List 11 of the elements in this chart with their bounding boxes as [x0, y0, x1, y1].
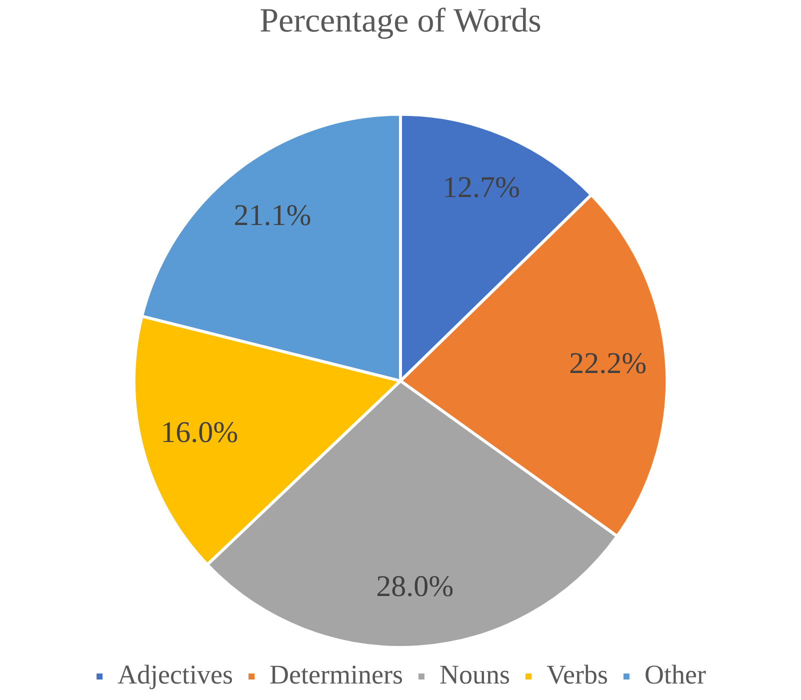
chart-title: Percentage of Words: [260, 2, 542, 40]
data-label: 22.2%: [569, 347, 647, 380]
data-label: 28.0%: [376, 570, 454, 604]
legend-label: Other: [644, 660, 706, 690]
data-label: 21.1%: [234, 198, 312, 232]
legend-label: Verbs: [546, 660, 608, 690]
legend-label: Determiners: [270, 660, 403, 690]
data-label: 12.7%: [442, 171, 520, 204]
data-label: 16.0%: [160, 416, 238, 449]
legend-label: Adjectives: [118, 660, 234, 690]
legend-label: Nouns: [439, 660, 510, 690]
